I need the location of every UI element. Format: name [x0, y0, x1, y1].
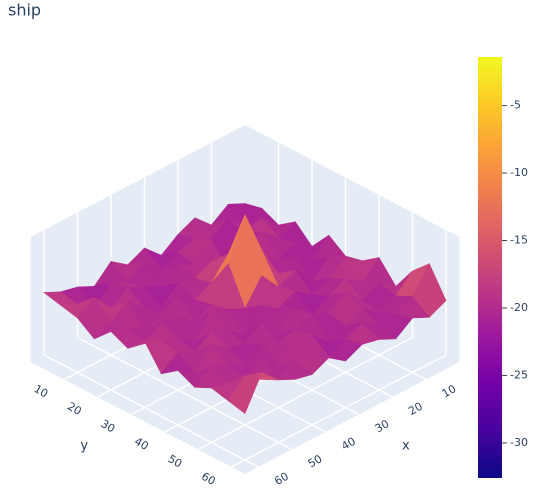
- chart-title: ship: [8, 1, 41, 20]
- x-tick-label: 40: [339, 435, 358, 453]
- grid-line: [231, 354, 447, 468]
- colorbar-tick-label: -20: [510, 301, 528, 314]
- grid-line: [43, 354, 259, 468]
- x-tick-label: 50: [306, 452, 325, 470]
- x-axis-title: x: [402, 439, 410, 454]
- y-tick-label: 20: [65, 400, 84, 418]
- y-tick-label: 10: [32, 382, 51, 400]
- colorbar-tick-label: -5: [510, 99, 521, 112]
- y-tick-label: 50: [166, 452, 185, 470]
- colorbar-tick-label: -15: [510, 234, 528, 247]
- x-tick-label: 10: [440, 382, 459, 400]
- surface-cell: [227, 372, 263, 414]
- y-tick-label: 60: [199, 470, 218, 488]
- colorbar-tick-label: -30: [510, 436, 528, 449]
- colorbar: [478, 57, 502, 478]
- x-tick-label: 20: [406, 400, 425, 418]
- colorbar-tick-label: -10: [510, 166, 528, 179]
- x-tick-label: 60: [272, 470, 291, 488]
- y-tick-label: 30: [99, 417, 118, 435]
- x-tick-label: 30: [373, 417, 392, 435]
- grid-line: [197, 336, 413, 451]
- y-tick-label: 40: [132, 435, 151, 453]
- grid-line: [77, 336, 293, 451]
- colorbar-tick-label: -25: [510, 368, 528, 381]
- y-axis-title: y: [80, 439, 88, 454]
